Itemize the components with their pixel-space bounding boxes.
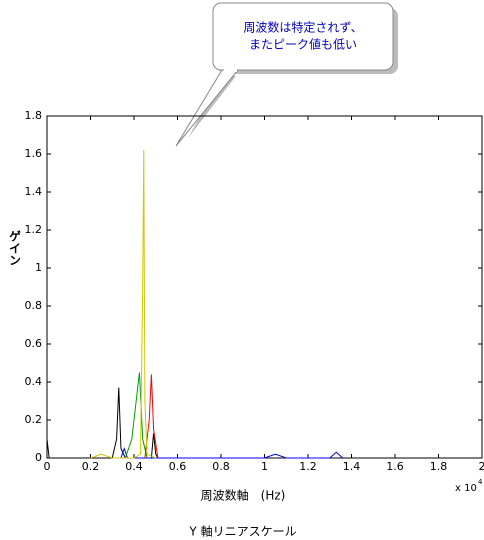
y-tick-label: 1.2 [25, 223, 43, 236]
y-tick-label: 1 [35, 261, 42, 274]
y-tick-label: 1.4 [25, 185, 43, 198]
x-tick-label: 1 [261, 460, 268, 473]
callout-join [224, 69, 237, 72]
y-tick-label: 0 [35, 451, 42, 464]
y-tick-label: 0.6 [25, 337, 43, 350]
x-tick-label: 0.4 [125, 460, 143, 473]
series-line [46, 387, 159, 459]
x-tick-label: 1.6 [386, 460, 404, 473]
x-tick-label: 0.6 [169, 460, 187, 473]
x-tick-label: 1.8 [430, 460, 448, 473]
plot-frame [46, 115, 483, 459]
series-line [124, 372, 148, 459]
y-tick-label: 0.8 [25, 299, 43, 312]
caption: Y 軸リニアスケール [188, 525, 296, 539]
x-multiplier: x 10 [455, 483, 477, 494]
y-tick-label: 0.4 [25, 375, 43, 388]
callout-shadow [188, 76, 236, 138]
x-tick-label: 0 [44, 460, 51, 473]
series-line [120, 446, 344, 459]
callout-text: またピーク値も低い [249, 37, 357, 52]
y-axis-label: ゲイン [8, 229, 22, 266]
x-tick-label: 2 [479, 460, 484, 473]
x-tick-label: 0.8 [212, 460, 230, 473]
series-line [144, 374, 159, 459]
y-tick-label: 1.6 [25, 147, 43, 160]
x-tick-label: 1.4 [343, 460, 361, 473]
x-tick-label: 0.2 [82, 460, 100, 473]
callout-tail [175, 69, 239, 147]
series-line [90, 150, 156, 459]
x-tick-label: 1.2 [299, 460, 317, 473]
x-exponent: 4 [478, 478, 483, 486]
callout-text: 周波数は特定されず、 [243, 20, 362, 35]
y-tick-label: 1.8 [25, 109, 43, 122]
x-axis-label: 周波数軸 (Hz) [201, 488, 286, 503]
callout-box [212, 2, 394, 71]
y-tick-label: 0.2 [25, 413, 43, 426]
